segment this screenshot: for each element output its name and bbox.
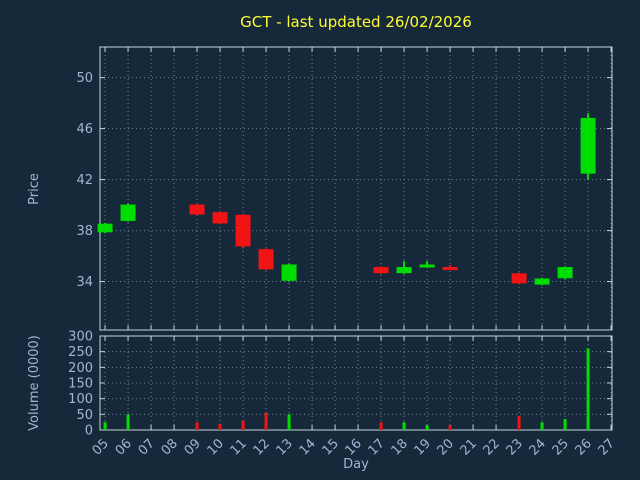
x-axis-label: Day (343, 457, 369, 472)
volume-bar (448, 425, 452, 430)
tick-label: 10 (205, 436, 227, 458)
tick-label: 46 (76, 122, 93, 137)
candle (189, 204, 205, 215)
tick-label: 250 (68, 345, 93, 360)
volume-bar (379, 422, 383, 430)
tick-label: 08 (159, 436, 181, 458)
tick-label: 25 (550, 436, 572, 458)
candle (281, 264, 297, 281)
volume-bar (540, 422, 544, 430)
tick-label: 17 (366, 436, 388, 458)
candle (419, 264, 435, 268)
tick-label: 20 (435, 436, 457, 458)
volume-bar (241, 420, 245, 430)
tick-label: 07 (136, 436, 158, 458)
volume-bar (586, 348, 590, 430)
tick-label: 24 (527, 436, 549, 458)
candle (120, 204, 136, 221)
tick-label: 13 (274, 436, 296, 458)
tick-label: 18 (389, 436, 411, 458)
volume-bar (218, 423, 222, 430)
candle (557, 267, 573, 279)
tick-label: 21 (458, 436, 480, 458)
tick-label: 22 (481, 436, 503, 458)
tick-label: 26 (573, 436, 595, 458)
tick-label: 300 (68, 330, 93, 345)
tick-label: 23 (504, 436, 526, 458)
candle (373, 267, 389, 274)
candle (511, 273, 527, 284)
tick-label: 05 (90, 436, 112, 458)
tick-label: 50 (76, 408, 93, 423)
tick-label: 16 (343, 436, 365, 458)
tick-label: 0 (85, 424, 93, 439)
tick-label: 09 (182, 436, 204, 458)
candle (534, 278, 550, 285)
tick-label: 12 (251, 436, 273, 458)
volume-bar (126, 414, 130, 430)
tick-label: 50 (76, 71, 93, 86)
tick-label: 11 (228, 436, 250, 458)
tick-label: 150 (68, 377, 93, 392)
candle (396, 267, 412, 274)
chart-title: GCT - last updated 26/02/2026 (240, 13, 472, 31)
candle (212, 212, 228, 224)
candle (258, 249, 274, 270)
volume-bar (425, 425, 429, 430)
tick-label: 14 (297, 436, 319, 458)
candle (442, 267, 458, 271)
volume-bar (402, 422, 406, 430)
volume-bar (517, 415, 521, 430)
candle (235, 214, 251, 247)
volume-bar (195, 422, 199, 430)
tick-label: 15 (320, 436, 342, 458)
tick-label: 42 (76, 173, 93, 188)
tick-label: 19 (412, 436, 434, 458)
volume-bar (103, 422, 107, 430)
tick-label: 34 (76, 275, 93, 290)
volume-bar (264, 412, 268, 430)
volume-bar (563, 419, 567, 430)
tick-label: 38 (76, 224, 93, 239)
volume-axis-label: Volume (0000) (27, 335, 42, 431)
price-panel-border (99, 46, 613, 331)
volume-bar (287, 414, 291, 430)
tick-label: 06 (113, 436, 135, 458)
price-axis-label: Price (27, 173, 42, 205)
tick-label: 100 (68, 392, 93, 407)
tick-label: 200 (68, 361, 93, 376)
candle (97, 223, 113, 233)
candle (580, 117, 596, 174)
tick-label: 27 (596, 436, 618, 458)
